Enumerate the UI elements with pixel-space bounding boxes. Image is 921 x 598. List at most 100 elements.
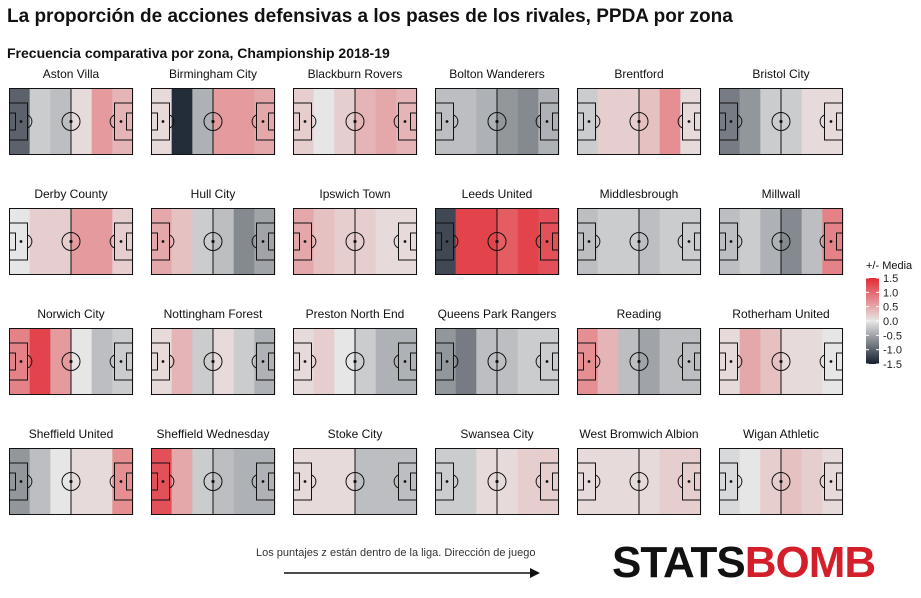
team-label: Bristol City xyxy=(752,67,810,81)
zone-cell xyxy=(9,448,30,515)
pitch-markings xyxy=(435,88,559,155)
pitch xyxy=(151,328,276,395)
zone-cell xyxy=(171,328,193,395)
zone-cell xyxy=(375,88,397,155)
zone-cell xyxy=(435,328,456,395)
zone-cell xyxy=(9,208,30,275)
team-label: Wigan Athletic xyxy=(742,427,820,441)
zone-cell xyxy=(50,448,72,515)
zone-cell xyxy=(192,88,214,155)
zone-cell xyxy=(719,328,740,395)
zone-cell xyxy=(171,448,193,515)
pitch-markings xyxy=(577,328,701,395)
pitch xyxy=(151,88,276,155)
zone-cell xyxy=(538,448,560,515)
zone-cell xyxy=(233,88,255,155)
zone-cell xyxy=(739,448,761,515)
zone-cell xyxy=(254,328,276,395)
team-label: Reading xyxy=(616,307,662,321)
zone-cell xyxy=(822,328,844,395)
zone-cell xyxy=(355,328,376,395)
zone-cell xyxy=(91,88,113,155)
zone-cell xyxy=(577,208,598,275)
zone-cell xyxy=(355,208,376,275)
zone-cell xyxy=(313,88,335,155)
zone-cell xyxy=(71,208,92,275)
zone-cell xyxy=(112,208,134,275)
zone-cell xyxy=(781,88,802,155)
pitch xyxy=(435,328,560,395)
zone-cell xyxy=(538,208,560,275)
team-label: Birmingham City xyxy=(168,67,258,81)
zone-cell xyxy=(476,448,498,515)
team-label: Queens Park Rangers xyxy=(437,307,557,321)
zone-cell xyxy=(639,88,660,155)
logo-part-stats: STATS xyxy=(612,538,746,587)
zone-cell xyxy=(760,88,782,155)
zone-cell xyxy=(355,88,376,155)
team-label: Rotherham United xyxy=(732,307,830,321)
pitch-markings xyxy=(293,208,417,275)
logo-part-bomb: BOMB xyxy=(744,538,876,587)
zone-cell xyxy=(597,328,619,395)
zone-cell xyxy=(9,88,30,155)
zone-cell xyxy=(618,328,640,395)
team-label: Millwall xyxy=(761,187,801,201)
team-label: Sheffield United xyxy=(28,427,114,441)
pitch-markings xyxy=(719,448,843,515)
zone-cell xyxy=(801,448,823,515)
zone-cell xyxy=(822,448,844,515)
zone-cell xyxy=(517,208,539,275)
zone-cell xyxy=(151,208,172,275)
team-label: West Bromwich Albion xyxy=(579,427,699,441)
zone-cell xyxy=(375,208,397,275)
zone-cell xyxy=(213,208,234,275)
zone-cell xyxy=(455,448,477,515)
zone-cell xyxy=(577,448,598,515)
pitch-markings xyxy=(719,328,843,395)
pitch xyxy=(435,448,560,515)
zone-cell xyxy=(497,208,518,275)
zone-cell xyxy=(781,208,802,275)
pitch xyxy=(719,328,844,395)
zone-cell xyxy=(254,448,276,515)
zone-cell xyxy=(538,328,560,395)
pitch xyxy=(577,208,702,275)
zone-cell xyxy=(455,208,477,275)
zone-cell xyxy=(293,88,314,155)
zone-cell xyxy=(50,328,72,395)
colorbar-tick-label: 0.0 xyxy=(883,316,898,328)
team-label: Stoke City xyxy=(327,427,383,441)
zone-cell xyxy=(801,208,823,275)
team-label: Bolton Wanderers xyxy=(449,67,545,81)
zone-cell xyxy=(375,448,397,515)
team-label: Middlesbrough xyxy=(599,187,679,201)
zone-cell xyxy=(497,88,518,155)
zone-cell xyxy=(91,328,113,395)
colorbar-tick-label: 1.0 xyxy=(883,287,898,299)
team-label: Norwich City xyxy=(37,307,105,321)
team-label: Sheffield Wednesday xyxy=(156,427,270,441)
pitch xyxy=(435,208,560,275)
zone-cell xyxy=(435,88,456,155)
zone-cell xyxy=(618,448,640,515)
zone-cell xyxy=(538,88,560,155)
zone-cell xyxy=(112,448,134,515)
team-label: Brentford xyxy=(614,67,664,81)
zone-cell xyxy=(618,208,640,275)
pitch xyxy=(577,448,702,515)
pitch xyxy=(151,448,276,515)
zone-cell xyxy=(719,88,740,155)
zone-cell xyxy=(50,88,72,155)
zone-cell xyxy=(455,328,477,395)
zone-cell xyxy=(313,208,335,275)
legend-title: +/- Media xyxy=(866,260,913,272)
pitch xyxy=(577,328,702,395)
zone-cell xyxy=(71,88,92,155)
zone-cell xyxy=(29,448,51,515)
pitch-markings xyxy=(9,448,133,515)
zone-cell xyxy=(455,88,477,155)
colorbar-tick-label: -1.0 xyxy=(883,345,902,357)
zone-cell xyxy=(639,208,660,275)
